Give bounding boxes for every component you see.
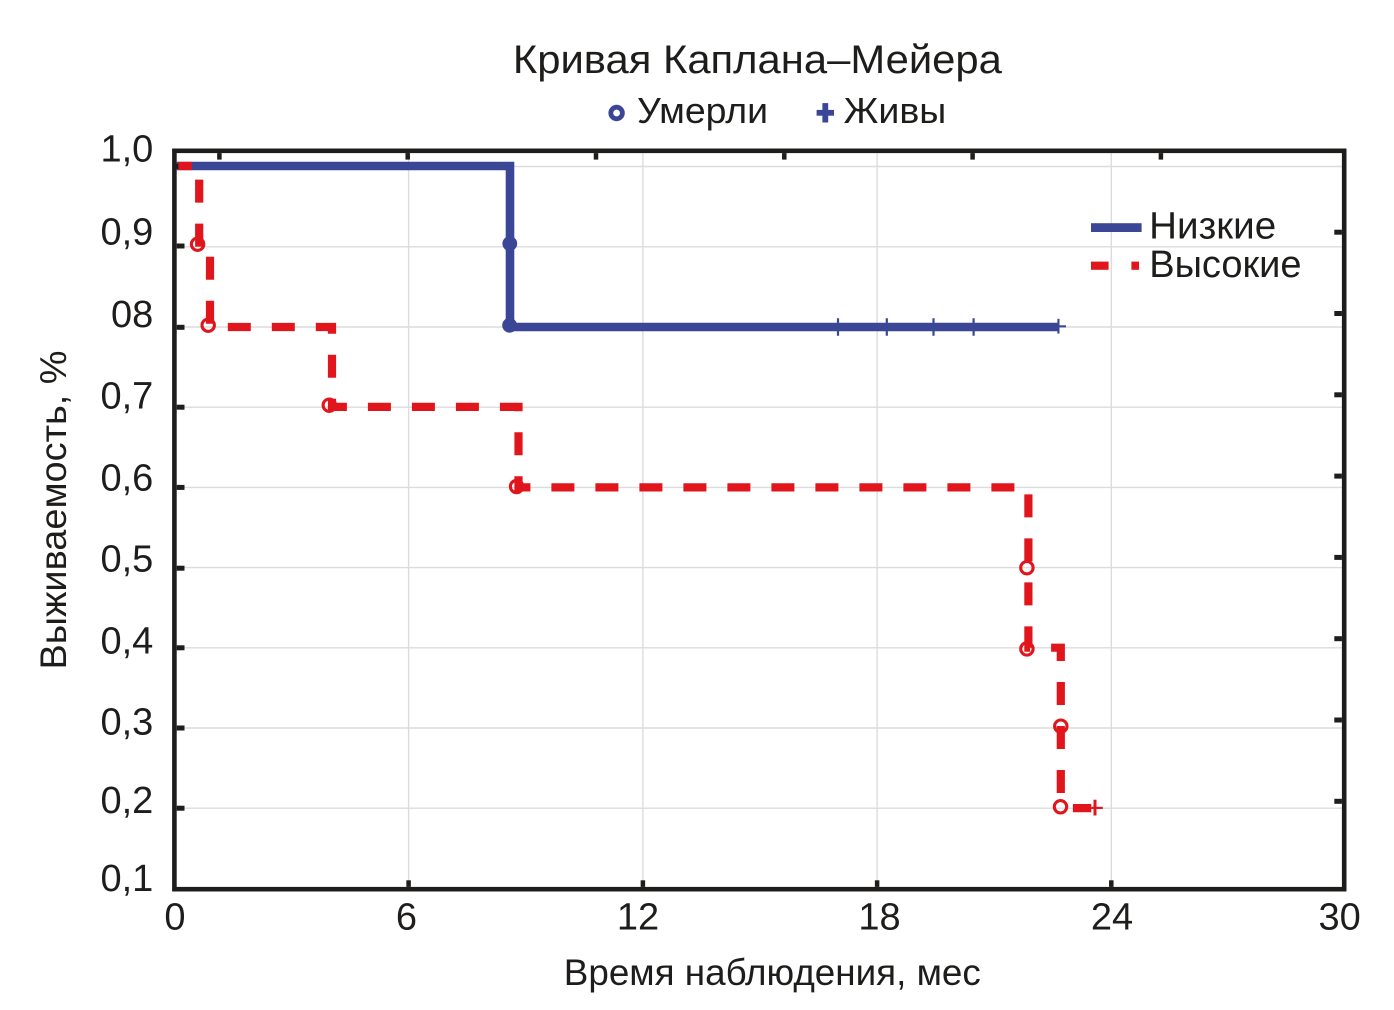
- svg-text:Время наблюдения, мес: Время наблюдения, мес: [564, 952, 981, 993]
- svg-text:0,2: 0,2: [100, 780, 153, 822]
- svg-text:0,3: 0,3: [100, 701, 153, 743]
- svg-text:0,9: 0,9: [100, 211, 153, 253]
- svg-text:Высокие: Высокие: [1149, 244, 1301, 286]
- svg-text:Выживаемость, %: Выживаемость, %: [32, 351, 74, 670]
- svg-text:0,6: 0,6: [100, 457, 153, 499]
- svg-text:Умерли: Умерли: [637, 90, 768, 131]
- svg-text:Кривая Каплана–Мейера: Кривая Каплана–Мейера: [513, 38, 1002, 82]
- svg-text:30: 30: [1318, 896, 1360, 938]
- svg-text:24: 24: [1091, 896, 1133, 938]
- svg-text:0,5: 0,5: [100, 539, 153, 581]
- svg-text:18: 18: [858, 896, 900, 938]
- svg-text:08: 08: [111, 294, 153, 336]
- svg-text:0,4: 0,4: [100, 620, 153, 662]
- svg-text:0,1: 0,1: [100, 858, 153, 900]
- svg-text:0,7: 0,7: [100, 375, 153, 417]
- svg-text:0: 0: [164, 896, 185, 938]
- svg-text:1,0: 1,0: [100, 128, 153, 170]
- svg-text:Низкие: Низкие: [1149, 205, 1276, 247]
- svg-text:6: 6: [396, 896, 417, 938]
- svg-text:Живы: Живы: [844, 90, 947, 131]
- svg-text:12: 12: [617, 896, 659, 938]
